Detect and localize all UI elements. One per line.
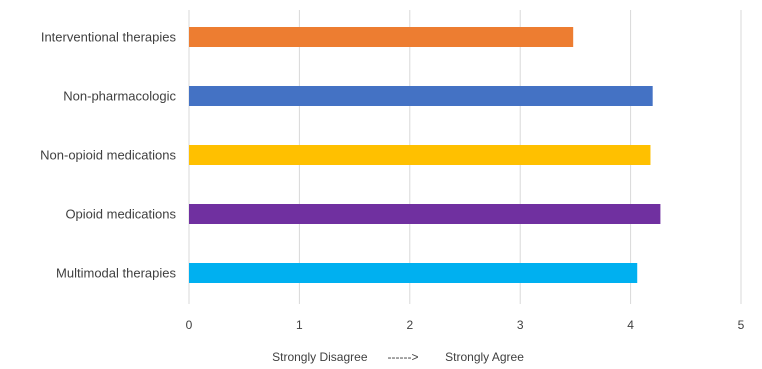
category-labels: Interventional therapies Non-pharmacologi… xyxy=(40,30,176,281)
x-axis-label: Strongly Disagree ------> Strongly Agree xyxy=(272,350,524,364)
category-label: Non-pharmacologic xyxy=(63,89,176,104)
x-tick-label: 5 xyxy=(738,318,745,332)
bars xyxy=(189,27,661,283)
x-tick-label: 1 xyxy=(296,318,303,332)
bar-interventional-therapies xyxy=(189,27,574,47)
bar-non-pharmacologic xyxy=(189,86,653,106)
category-label: Multimodal therapies xyxy=(56,266,176,281)
x-tick-label: 4 xyxy=(627,318,634,332)
bar-opioid-medications xyxy=(189,204,661,224)
category-label: Interventional therapies xyxy=(41,30,177,45)
bar-non-opioid-medications xyxy=(189,145,651,165)
category-label: Non-opioid medications xyxy=(40,148,176,163)
x-tick-label: 3 xyxy=(517,318,524,332)
x-tick-label: 0 xyxy=(186,318,193,332)
x-tick-label: 2 xyxy=(406,318,413,332)
bar-multimodal-therapies xyxy=(189,263,638,283)
x-tick-labels: 0 1 2 3 4 5 xyxy=(186,318,745,332)
category-label: Opioid medications xyxy=(65,207,176,222)
